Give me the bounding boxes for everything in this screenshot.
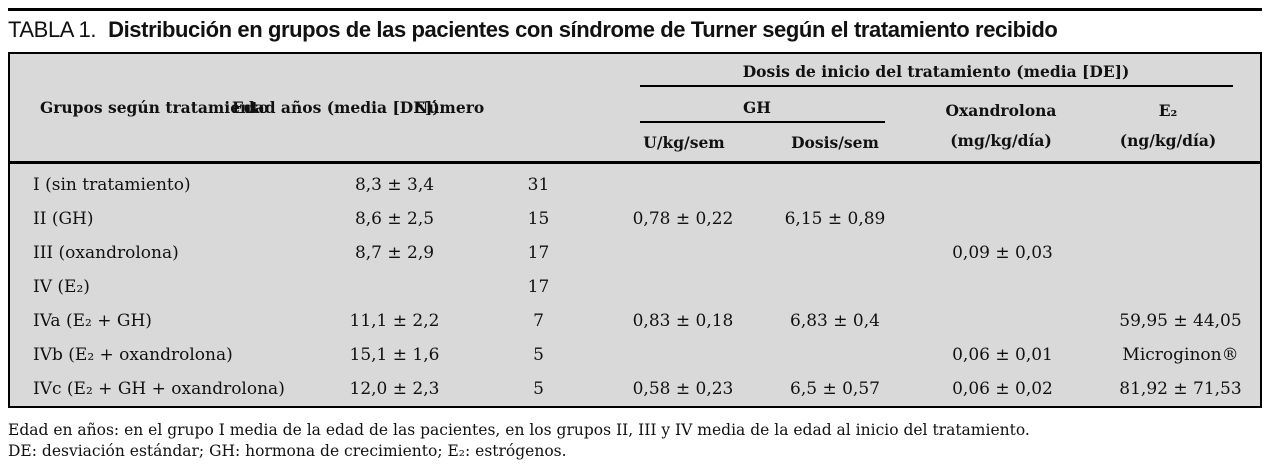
table-title-text: Distribución en grupos de las pacientes … bbox=[108, 17, 1058, 42]
header-body-separator bbox=[10, 161, 1260, 164]
title-top-rule bbox=[8, 8, 1262, 11]
age-cell: 8,7 ± 2,9 bbox=[354, 243, 435, 263]
gh-u-cell bbox=[596, 236, 770, 270]
gh-dose-cell bbox=[770, 168, 900, 202]
oxandrolona-cell bbox=[900, 202, 1105, 236]
gh-u-cell bbox=[596, 270, 770, 304]
table-row: IVb (E₂ + oxandrolona) 15,1 ± 1,6 5 0,06… bbox=[10, 338, 1256, 372]
table-row: IVc (E₂ + GH + oxandrolona) 12,0 ± 2,3 5… bbox=[10, 372, 1256, 406]
number-cell: 5 bbox=[533, 379, 544, 399]
number-cell: 15 bbox=[527, 209, 550, 229]
table-row: IVa (E₂ + GH) 11,1 ± 2,2 7 0,83 ± 0,18 6… bbox=[10, 304, 1256, 338]
age-cell: 15,1 ± 1,6 bbox=[349, 345, 440, 365]
table-body: I (sin tratamiento) 8,3 ± 3,4 31 II (GH)… bbox=[10, 168, 1256, 406]
gh-dose-cell: 6,83 ± 0,4 bbox=[790, 311, 880, 331]
number-cell: 5 bbox=[533, 345, 544, 365]
footnote-line: Edad en años: en el grupo I media de la … bbox=[8, 421, 1030, 439]
table-row: I (sin tratamiento) 8,3 ± 3,4 31 bbox=[10, 168, 1256, 202]
oxandrolona-cell bbox=[900, 270, 1105, 304]
group-cell: IVc (E₂ + GH + oxandrolona) bbox=[33, 379, 285, 399]
gh-u-cell: 0,78 ± 0,22 bbox=[632, 209, 734, 229]
number-cell: 7 bbox=[533, 311, 544, 331]
gh-rule bbox=[640, 121, 885, 123]
table-row: II (GH) 8,6 ± 2,5 15 0,78 ± 0,22 6,15 ± … bbox=[10, 202, 1256, 236]
e2-cell bbox=[1105, 270, 1256, 304]
group-cell: II (GH) bbox=[33, 209, 94, 229]
header-dose-group: Dosis de inicio del tratamiento (media [… bbox=[742, 62, 1130, 81]
group-cell: IVa (E₂ + GH) bbox=[33, 311, 152, 331]
oxandrolona-cell: 0,09 ± 0,03 bbox=[952, 243, 1053, 263]
age-cell: 8,6 ± 2,5 bbox=[354, 209, 435, 229]
paper-page: TABLA 1. Distribución en grupos de las pa… bbox=[8, 8, 1262, 462]
dose-group-rule bbox=[640, 85, 1233, 87]
header-e2-unit: (ng/kg/día) bbox=[1119, 131, 1217, 150]
number-cell: 17 bbox=[527, 243, 550, 263]
gh-u-cell bbox=[596, 338, 770, 372]
table-footnotes: Edad en años: en el grupo I media de la … bbox=[8, 420, 1262, 462]
gh-dose-cell bbox=[770, 236, 900, 270]
age-cell: 8,3 ± 3,4 bbox=[354, 175, 435, 195]
gh-u-cell bbox=[596, 168, 770, 202]
age-cell: 12,0 ± 2,3 bbox=[349, 379, 440, 399]
table-title: TABLA 1. Distribución en grupos de las pa… bbox=[8, 17, 1262, 43]
gh-u-cell: 0,83 ± 0,18 bbox=[632, 311, 734, 331]
gh-dose-cell bbox=[770, 338, 900, 372]
e2-cell: 81,92 ± 71,53 bbox=[1119, 379, 1242, 399]
footnote-line: DE: desviación estándar; GH: hormona de … bbox=[8, 442, 567, 460]
header-e2: E₂ bbox=[1158, 101, 1178, 120]
e2-cell bbox=[1105, 168, 1256, 202]
e2-cell: Microginon® bbox=[1122, 345, 1239, 365]
e2-cell bbox=[1105, 236, 1256, 270]
oxandrolona-cell: 0,06 ± 0,01 bbox=[952, 345, 1053, 365]
gh-dose-cell bbox=[770, 270, 900, 304]
gh-u-cell: 0,58 ± 0,23 bbox=[632, 379, 734, 399]
number-cell: 17 bbox=[527, 277, 550, 297]
oxandrolona-cell: 0,06 ± 0,02 bbox=[952, 379, 1053, 399]
data-table: Grupos según tratamiento Edad años (medi… bbox=[8, 52, 1262, 408]
table-title-label: TABLA 1. bbox=[8, 17, 97, 42]
group-cell: I (sin tratamiento) bbox=[33, 175, 191, 195]
header-age: Edad años (media [DE]) bbox=[232, 98, 440, 117]
header-oxandrolona-unit: (mg/kg/día) bbox=[950, 131, 1052, 150]
age-cell bbox=[308, 270, 481, 304]
e2-cell: 59,95 ± 44,05 bbox=[1119, 311, 1242, 331]
group-cell: IVb (E₂ + oxandrolona) bbox=[33, 345, 233, 365]
table-row: IV (E₂) 17 bbox=[10, 270, 1256, 304]
header-gh: GH bbox=[743, 98, 771, 117]
gh-dose-cell: 6,5 ± 0,57 bbox=[790, 379, 880, 399]
header-number: Número bbox=[414, 98, 485, 117]
e2-cell bbox=[1105, 202, 1256, 236]
header-oxandrolona: Oxandrolona bbox=[945, 101, 1057, 120]
header-gh-unit: U/kg/sem bbox=[643, 133, 725, 152]
group-cell: III (oxandrolona) bbox=[33, 243, 179, 263]
header-gh-dose: Dosis/sem bbox=[791, 133, 879, 152]
number-cell: 31 bbox=[527, 175, 550, 195]
table-row: III (oxandrolona) 8,7 ± 2,9 17 0,09 ± 0,… bbox=[10, 236, 1256, 270]
age-cell: 11,1 ± 2,2 bbox=[349, 311, 440, 331]
group-cell: IV (E₂) bbox=[33, 277, 90, 297]
gh-dose-cell: 6,15 ± 0,89 bbox=[784, 209, 886, 229]
oxandrolona-cell bbox=[900, 304, 1105, 338]
header-groups: Grupos según tratamiento bbox=[40, 98, 269, 117]
oxandrolona-cell bbox=[900, 168, 1105, 202]
